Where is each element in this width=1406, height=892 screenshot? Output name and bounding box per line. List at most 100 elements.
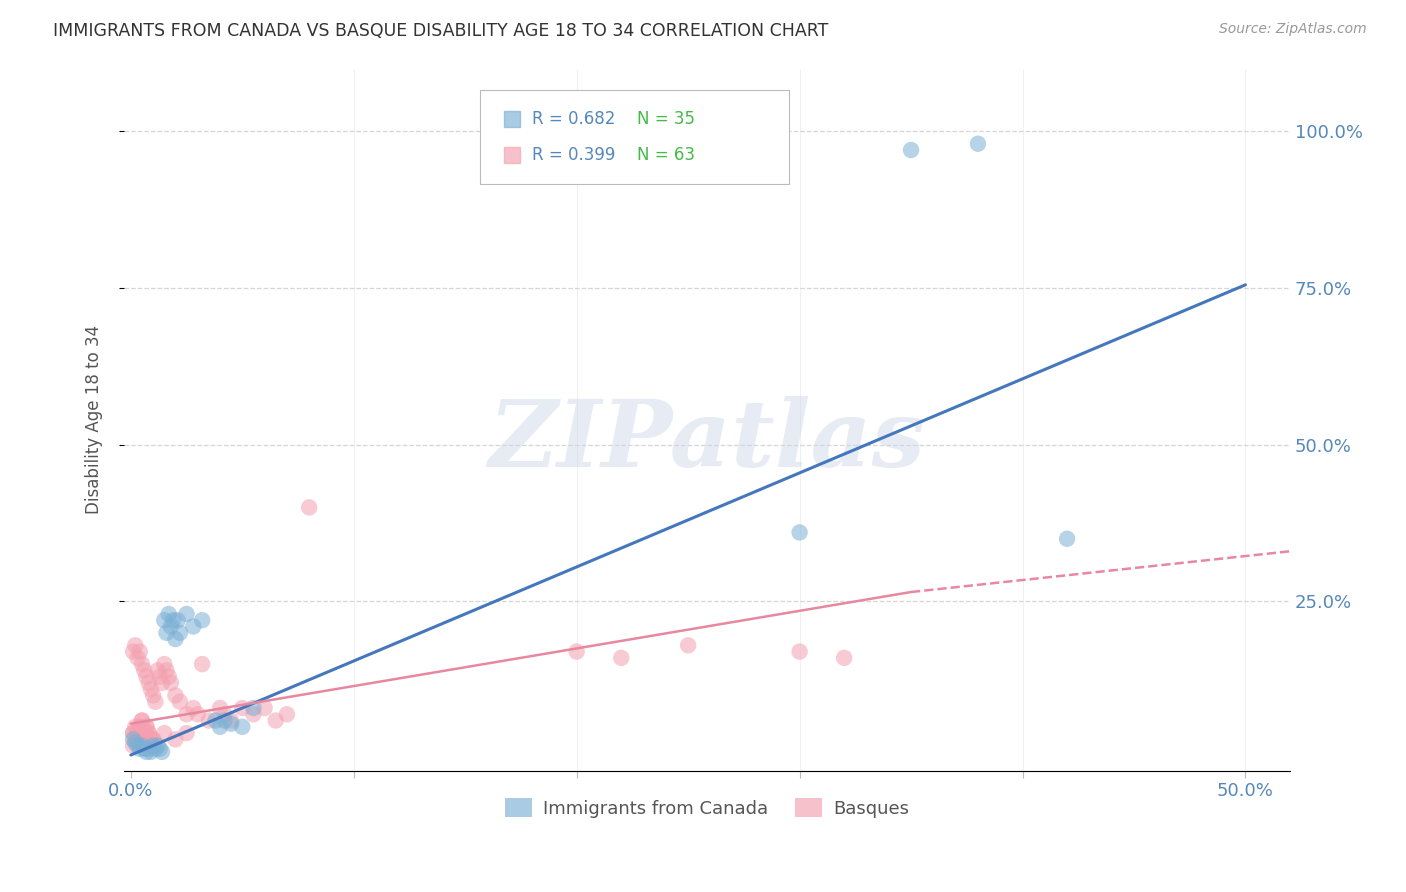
Text: R = 0.682: R = 0.682 [533,111,616,128]
Point [143,741,166,756]
Point [208,720,231,734]
Point [204,714,226,728]
Point [135,720,157,734]
Point [135,745,157,759]
Point [153,726,176,740]
Point [134,741,156,756]
Point [128,741,150,756]
Point [138,741,160,756]
Y-axis label: Disability Age 18 to 34: Disability Age 18 to 34 [86,325,103,514]
Point [276,707,298,722]
Point [253,701,276,715]
Point [231,701,253,715]
Point [191,613,214,627]
Point [150,676,173,690]
Point [131,657,153,672]
Point [900,143,922,157]
Point [142,689,165,703]
Point [166,613,188,627]
Point [264,714,287,728]
Point [832,650,855,665]
Point [139,732,162,747]
Point [138,726,160,740]
Point [610,650,633,665]
Point [176,607,198,621]
Point [142,739,165,753]
Point [160,676,183,690]
Point [176,726,198,740]
Point [676,638,699,652]
Point [789,644,811,658]
Point [134,664,156,678]
Point [208,701,231,715]
Point [122,726,145,740]
Point [139,745,162,759]
Point [131,714,153,728]
Point [165,732,187,747]
Text: N = 35: N = 35 [637,111,695,128]
Point [242,701,264,715]
Point [142,732,165,747]
Point [176,707,198,722]
Point [139,682,162,697]
Point [134,726,156,740]
Point [153,613,176,627]
Point [128,644,150,658]
Point [191,657,214,672]
Point [155,664,177,678]
FancyBboxPatch shape [479,89,789,185]
Text: ZIPatlas: ZIPatlas [488,396,925,485]
Point [143,695,166,709]
Point [789,525,811,540]
Point [153,657,176,672]
Point [862,201,884,215]
Text: Source: ZipAtlas.com: Source: ZipAtlas.com [1219,22,1367,37]
Point [127,650,149,665]
Point [165,689,187,703]
Point [1056,532,1078,546]
Point [146,664,169,678]
Point [131,739,153,753]
Text: R = 0.399: R = 0.399 [533,145,616,164]
Point [219,716,242,731]
Point [165,632,187,646]
Point [862,169,884,184]
Legend: Immigrants from Canada, Basques: Immigrants from Canada, Basques [498,791,917,825]
Point [124,735,146,749]
Point [169,695,191,709]
Point [162,613,184,627]
Point [146,739,169,753]
Point [231,720,253,734]
Point [124,732,146,747]
Point [142,732,165,747]
Point [181,701,204,715]
Point [181,619,204,633]
Point [135,720,157,734]
Point [198,714,221,728]
Point [160,619,183,633]
Point [242,707,264,722]
Point [127,739,149,753]
Point [135,670,157,684]
Point [128,720,150,734]
Point [967,136,990,151]
Point [122,732,145,747]
Point [214,714,236,728]
Point [124,720,146,734]
Point [122,726,145,740]
Point [149,670,172,684]
Point [157,607,180,621]
Point [122,644,145,658]
Point [128,720,150,734]
Point [122,739,145,753]
Point [134,726,156,740]
Point [565,644,588,658]
Point [124,638,146,652]
Point [219,714,242,728]
Point [138,726,160,740]
Point [169,625,191,640]
Point [127,726,149,740]
Point [150,745,173,759]
Point [127,726,149,740]
Point [157,670,180,684]
